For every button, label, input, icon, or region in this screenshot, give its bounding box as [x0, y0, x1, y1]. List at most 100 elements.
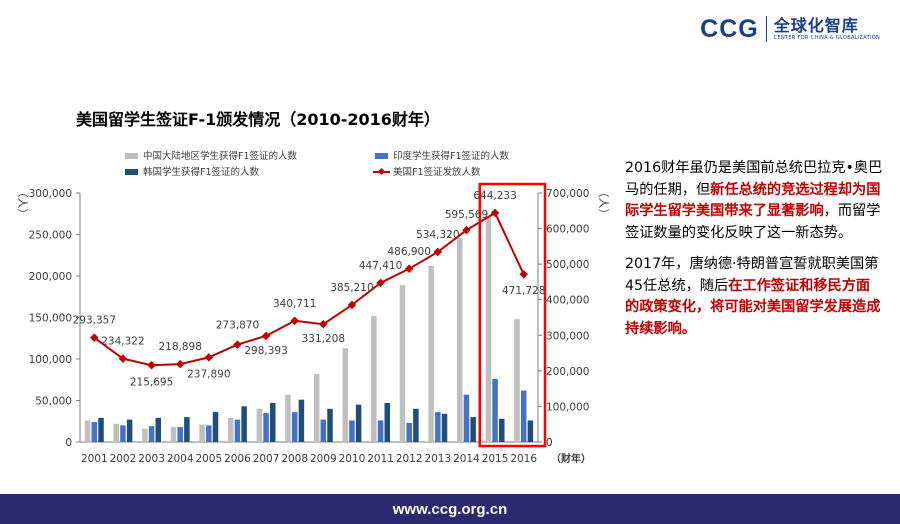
legend-label-2: 印度学生获得F1签证的人数	[393, 150, 510, 162]
bar-2-2012	[406, 422, 412, 442]
bar-1-2014	[456, 237, 463, 442]
x-tick-label: 2002	[110, 453, 137, 465]
line-point-2011	[376, 278, 385, 288]
x-tick-label: 2012	[396, 453, 423, 465]
x-tick-label: 2013	[424, 453, 451, 465]
bar-3-2016	[527, 420, 534, 442]
right-tick-label: 200,000	[546, 366, 589, 378]
bar-3-2014	[470, 417, 476, 442]
legend-swatch-3	[125, 169, 138, 175]
commentary-paragraph-2: 2017年，唐纳德·特朗普宣誓就职美国第45任总统，随后在工作签证和移民方面的政…	[625, 254, 883, 340]
left-tick-label: 150,000	[29, 313, 72, 325]
p1-text-a: 2016财年虽仍是美国前总统巴拉克•奥巴马的任期，但	[625, 160, 883, 198]
line-point-2013	[433, 247, 443, 257]
line-data-label-2013: 534,320	[416, 229, 459, 241]
bar-2-2009	[320, 419, 327, 442]
right-tick-label: 100,000	[546, 401, 589, 413]
line-point-2009	[319, 319, 328, 329]
right-tick-label: 400,000	[546, 295, 589, 307]
logo-mark: CCG	[700, 14, 759, 43]
line-point-2016	[519, 269, 528, 279]
highlight-box-2015-2016	[478, 182, 547, 448]
x-tick-label: 2014	[453, 453, 480, 465]
right-tick-label: 500,000	[546, 259, 589, 271]
bar-1-2004	[170, 427, 177, 442]
line-data-label-2015: 644,233	[473, 190, 516, 202]
line-data-label-2004: 218,898	[158, 341, 201, 353]
line-point-2001	[90, 333, 99, 342]
x-tick-label: 2016	[510, 453, 537, 465]
line-data-label-2009: 331,208	[302, 333, 345, 345]
x-tick-label: 2015	[482, 453, 509, 465]
x-tick-label: 2009	[310, 453, 337, 465]
line-point-2003	[147, 361, 156, 370]
bar-3-2013	[441, 413, 448, 442]
legend-label-1: 中国大陆地区学生获得F1签证的人数	[143, 150, 298, 162]
logo-divider	[765, 16, 767, 42]
line-data-label-2007: 298,393	[244, 345, 287, 357]
bar-2-2008	[291, 412, 298, 442]
bar-2-2005	[206, 425, 212, 442]
line-point-2005	[204, 353, 214, 362]
line-point-2006	[233, 340, 242, 349]
bar-1-2007	[256, 408, 263, 442]
footer-url[interactable]: www.ccg.org.cn	[392, 500, 508, 518]
line-data-label-2011: 447,410	[359, 260, 402, 272]
bar-1-2002	[113, 423, 119, 442]
x-tick-label: 2010	[339, 453, 366, 465]
bar-2-2014	[463, 394, 470, 442]
bar-3-2003	[155, 417, 162, 442]
bar-3-2006	[241, 406, 247, 442]
line-data-label-2005: 237,890	[187, 368, 230, 380]
commentary-text: 2016财年虽仍是美国前总统巴拉克•奥巴马的任期，但新任总统的竞选过程却为国际学…	[625, 158, 883, 350]
x-tick-label: 2003	[138, 453, 165, 465]
bar-2-2015	[492, 378, 498, 442]
line-data-label-2016: 471,728	[502, 285, 545, 297]
bar-1-2016	[514, 319, 520, 442]
bar-1-2005	[199, 424, 205, 442]
x-tick-label: 2001	[81, 453, 108, 465]
line-data-label-2002: 234,322	[101, 336, 144, 348]
right-tick-label: 300,000	[546, 330, 589, 342]
logo-text: 全球化智库 CENTER FOR CHINA & GLOBALIZATION	[773, 15, 880, 42]
f1-visa-chart: 0 50,000 100,000 150,000 200,000 250,000 300,0…	[16, 150, 610, 465]
legend-label-3: 韩国学生获得F1签证的人数	[143, 166, 260, 178]
bar-2-2006	[234, 419, 241, 442]
right-tick-label: 700,000	[546, 188, 589, 200]
legend-swatch-2	[375, 153, 388, 159]
left-tick-label: 0	[65, 437, 72, 449]
bar-2-2013	[435, 412, 441, 442]
bar-3-2012	[413, 408, 419, 442]
line-point-2014	[462, 225, 471, 235]
bar-1-2003	[142, 428, 148, 442]
logo-chinese-name: 全球化智库	[773, 15, 859, 35]
bar-2-2004	[177, 427, 183, 442]
line-series-path	[93, 211, 525, 367]
left-tick-label: 50,000	[35, 396, 72, 408]
legend-swatch-1	[125, 153, 138, 159]
line-data-label-2008: 340,711	[273, 298, 316, 310]
bar-1-2010	[342, 348, 348, 442]
line-data-label-2003: 215,695	[130, 376, 173, 388]
line-data-label-2010: 385,210	[330, 282, 373, 294]
legend-label-4: 美国F1签证发放人数	[393, 166, 481, 178]
chart-title: 美国留学生签证F-1颁发情况（2010-2016财年）	[76, 110, 440, 129]
x-tick-label: 2007	[253, 453, 280, 465]
line-data-label-2014: 595,569	[445, 209, 488, 221]
bar-2-2011	[377, 420, 384, 442]
p1-highlight: 新任总统的竞选过程却为国际学生留学美国带来了显著影响	[625, 181, 881, 220]
left-tick-label: 100,000	[29, 354, 72, 366]
bar-1-2013	[428, 266, 434, 442]
bar-3-2008	[298, 399, 305, 442]
line-data-label-2012: 486,900	[387, 246, 430, 258]
bar-1-2001	[84, 420, 91, 442]
footer-bar: www.ccg.org.cn	[0, 494, 900, 524]
bar-2-2001	[91, 422, 98, 442]
line-point-2008	[290, 316, 299, 326]
bar-2-2003	[148, 426, 155, 442]
line-point-2012	[404, 264, 414, 274]
bar-2-2002	[120, 425, 126, 442]
bar-1-2006	[227, 417, 234, 442]
x-tick-label: 2004	[167, 453, 194, 465]
bar-3-2010	[355, 404, 362, 442]
